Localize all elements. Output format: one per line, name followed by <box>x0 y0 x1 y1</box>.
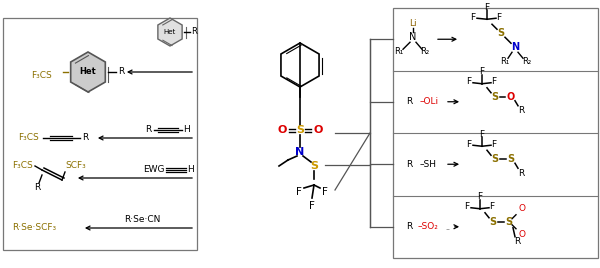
Text: S: S <box>505 217 512 227</box>
Text: F: F <box>466 77 472 86</box>
Text: S: S <box>508 154 515 164</box>
Text: O: O <box>277 125 287 135</box>
Text: S: S <box>491 92 499 102</box>
Text: F: F <box>464 202 470 211</box>
Text: R·Se·SCF₃: R·Se·SCF₃ <box>12 224 56 233</box>
Text: R: R <box>406 222 412 231</box>
Text: –SO₂: –SO₂ <box>418 222 439 231</box>
Text: N: N <box>511 42 519 52</box>
Text: S: S <box>310 161 318 171</box>
Text: N: N <box>295 147 305 157</box>
Text: O: O <box>313 125 323 135</box>
Text: R: R <box>118 68 124 76</box>
Text: F: F <box>490 202 494 211</box>
Text: R: R <box>191 28 197 36</box>
Text: R: R <box>34 184 40 192</box>
Text: R: R <box>518 106 524 115</box>
Text: R₁: R₁ <box>500 57 509 66</box>
Text: F: F <box>491 77 497 86</box>
Text: R: R <box>145 125 151 135</box>
Text: F: F <box>479 130 485 139</box>
Text: S: S <box>490 217 497 227</box>
Text: R: R <box>82 133 88 143</box>
Text: F: F <box>309 201 315 211</box>
Text: H: H <box>184 125 190 135</box>
Text: O: O <box>518 230 526 239</box>
Text: F: F <box>496 13 502 22</box>
Text: EWG: EWG <box>143 166 164 174</box>
Text: –SH: –SH <box>420 160 437 169</box>
Text: O: O <box>518 204 526 213</box>
Text: R: R <box>406 160 412 169</box>
Text: R₁: R₁ <box>394 47 404 56</box>
Text: F₃CS: F₃CS <box>12 162 33 170</box>
Text: F: F <box>478 192 482 201</box>
Text: S: S <box>296 125 304 135</box>
Polygon shape <box>71 52 106 92</box>
Text: F: F <box>491 140 497 149</box>
Text: S: S <box>491 154 499 164</box>
Text: R₂: R₂ <box>523 57 532 66</box>
Text: –OLi: –OLi <box>420 97 439 106</box>
Text: R: R <box>514 237 520 246</box>
Text: SCF₃: SCF₃ <box>65 162 86 170</box>
Text: Li: Li <box>409 19 417 28</box>
Bar <box>393 8 598 258</box>
Text: R: R <box>406 97 412 106</box>
Bar <box>3 18 197 250</box>
Text: R₂: R₂ <box>421 47 430 56</box>
Text: F₃CS: F₃CS <box>31 72 52 80</box>
Text: R·Se·CN: R·Se·CN <box>124 215 160 225</box>
Text: R: R <box>518 169 524 178</box>
Text: F: F <box>484 3 490 12</box>
Text: F: F <box>322 187 328 197</box>
Text: N: N <box>409 32 416 42</box>
Text: F: F <box>296 187 302 197</box>
Polygon shape <box>158 18 182 46</box>
Text: ⁻: ⁻ <box>445 227 449 236</box>
Text: F: F <box>479 67 485 76</box>
Text: H: H <box>188 166 194 174</box>
Text: Het: Het <box>164 29 176 35</box>
Text: F₃CS: F₃CS <box>18 133 39 143</box>
Text: F: F <box>466 140 472 149</box>
Text: F: F <box>470 13 476 22</box>
Text: Het: Het <box>80 68 97 76</box>
Text: O: O <box>507 92 515 102</box>
Text: S: S <box>497 28 505 38</box>
Polygon shape <box>281 43 319 87</box>
